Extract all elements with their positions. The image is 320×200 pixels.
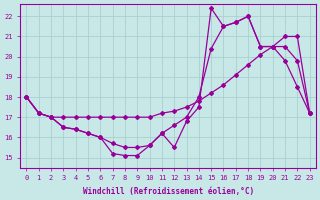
- X-axis label: Windchill (Refroidissement éolien,°C): Windchill (Refroidissement éolien,°C): [83, 187, 254, 196]
